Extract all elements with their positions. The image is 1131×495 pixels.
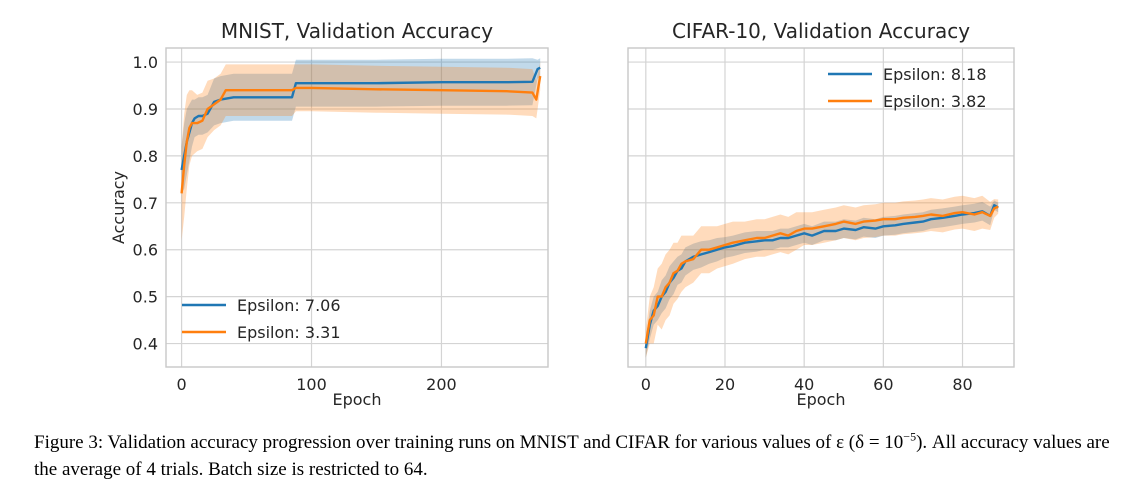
figure-caption: Figure 3: Validation accuracy progressio… bbox=[34, 429, 1124, 483]
y-tick-label: 0.7 bbox=[133, 194, 158, 213]
caption-text-after: ). All accuracy values are the average o… bbox=[34, 432, 1110, 480]
y-axis-label: Accuracy bbox=[109, 171, 128, 244]
x-tick-label: 200 bbox=[426, 375, 457, 394]
legend-label: Epsilon: 7.06 bbox=[237, 296, 341, 315]
legend: Epsilon: 7.06 Epsilon: 3.31 bbox=[182, 296, 341, 342]
y-tick-label: 0.5 bbox=[133, 288, 158, 307]
grid bbox=[628, 48, 1014, 367]
series-0-band bbox=[181, 58, 541, 194]
x-axis-label: Epoch bbox=[797, 390, 846, 409]
plot-frame bbox=[165, 47, 549, 368]
legend-label: Epsilon: 3.82 bbox=[883, 92, 987, 111]
x-tick-label: 0 bbox=[641, 375, 651, 394]
legend: Epsilon: 8.18 Epsilon: 3.82 bbox=[828, 65, 987, 111]
y-tick-label: 0.4 bbox=[133, 335, 158, 354]
x-tick-label: 20 bbox=[715, 375, 735, 394]
legend-label: Epsilon: 3.31 bbox=[237, 323, 341, 342]
x-tick-label: 40 bbox=[794, 375, 814, 394]
cifar-chart: 0 20 40 60 80 CIFAR-10, Validation Accuracy Ep… bbox=[627, 19, 1015, 409]
caption-text-before: Figure 3: Validation accuracy progressio… bbox=[34, 432, 904, 453]
mnist-chart: 0 100 200 0.4 0.5 0.6 0.7 0.8 0.9 1.0 MNIST, Valid… bbox=[109, 19, 549, 409]
series-0-line bbox=[644, 204, 999, 349]
x-axis-label: Epoch bbox=[333, 390, 382, 409]
legend-label: Epsilon: 8.18 bbox=[883, 65, 987, 84]
series-1-band bbox=[645, 195, 999, 358]
y-tick-label: 0.9 bbox=[133, 100, 158, 119]
series-1-line bbox=[180, 75, 542, 194]
plot-frame bbox=[627, 47, 1015, 368]
series-1-line bbox=[644, 205, 999, 344]
x-tick-label: 60 bbox=[873, 375, 893, 394]
chart-title: CIFAR-10, Validation Accuracy bbox=[672, 19, 970, 43]
caption-superscript: −5 bbox=[903, 429, 917, 444]
series-0-band bbox=[645, 200, 999, 358]
x-tick-label: 80 bbox=[952, 375, 972, 394]
series-1-band bbox=[181, 62, 541, 241]
y-tick-label: 1.0 bbox=[133, 53, 158, 72]
x-tick-label: 100 bbox=[296, 375, 327, 394]
y-tick-label: 0.8 bbox=[133, 147, 158, 166]
x-tick-label: 0 bbox=[176, 375, 186, 394]
y-tick-label: 0.6 bbox=[133, 241, 158, 260]
grid bbox=[166, 48, 548, 367]
chart-title: MNIST, Validation Accuracy bbox=[221, 19, 493, 43]
